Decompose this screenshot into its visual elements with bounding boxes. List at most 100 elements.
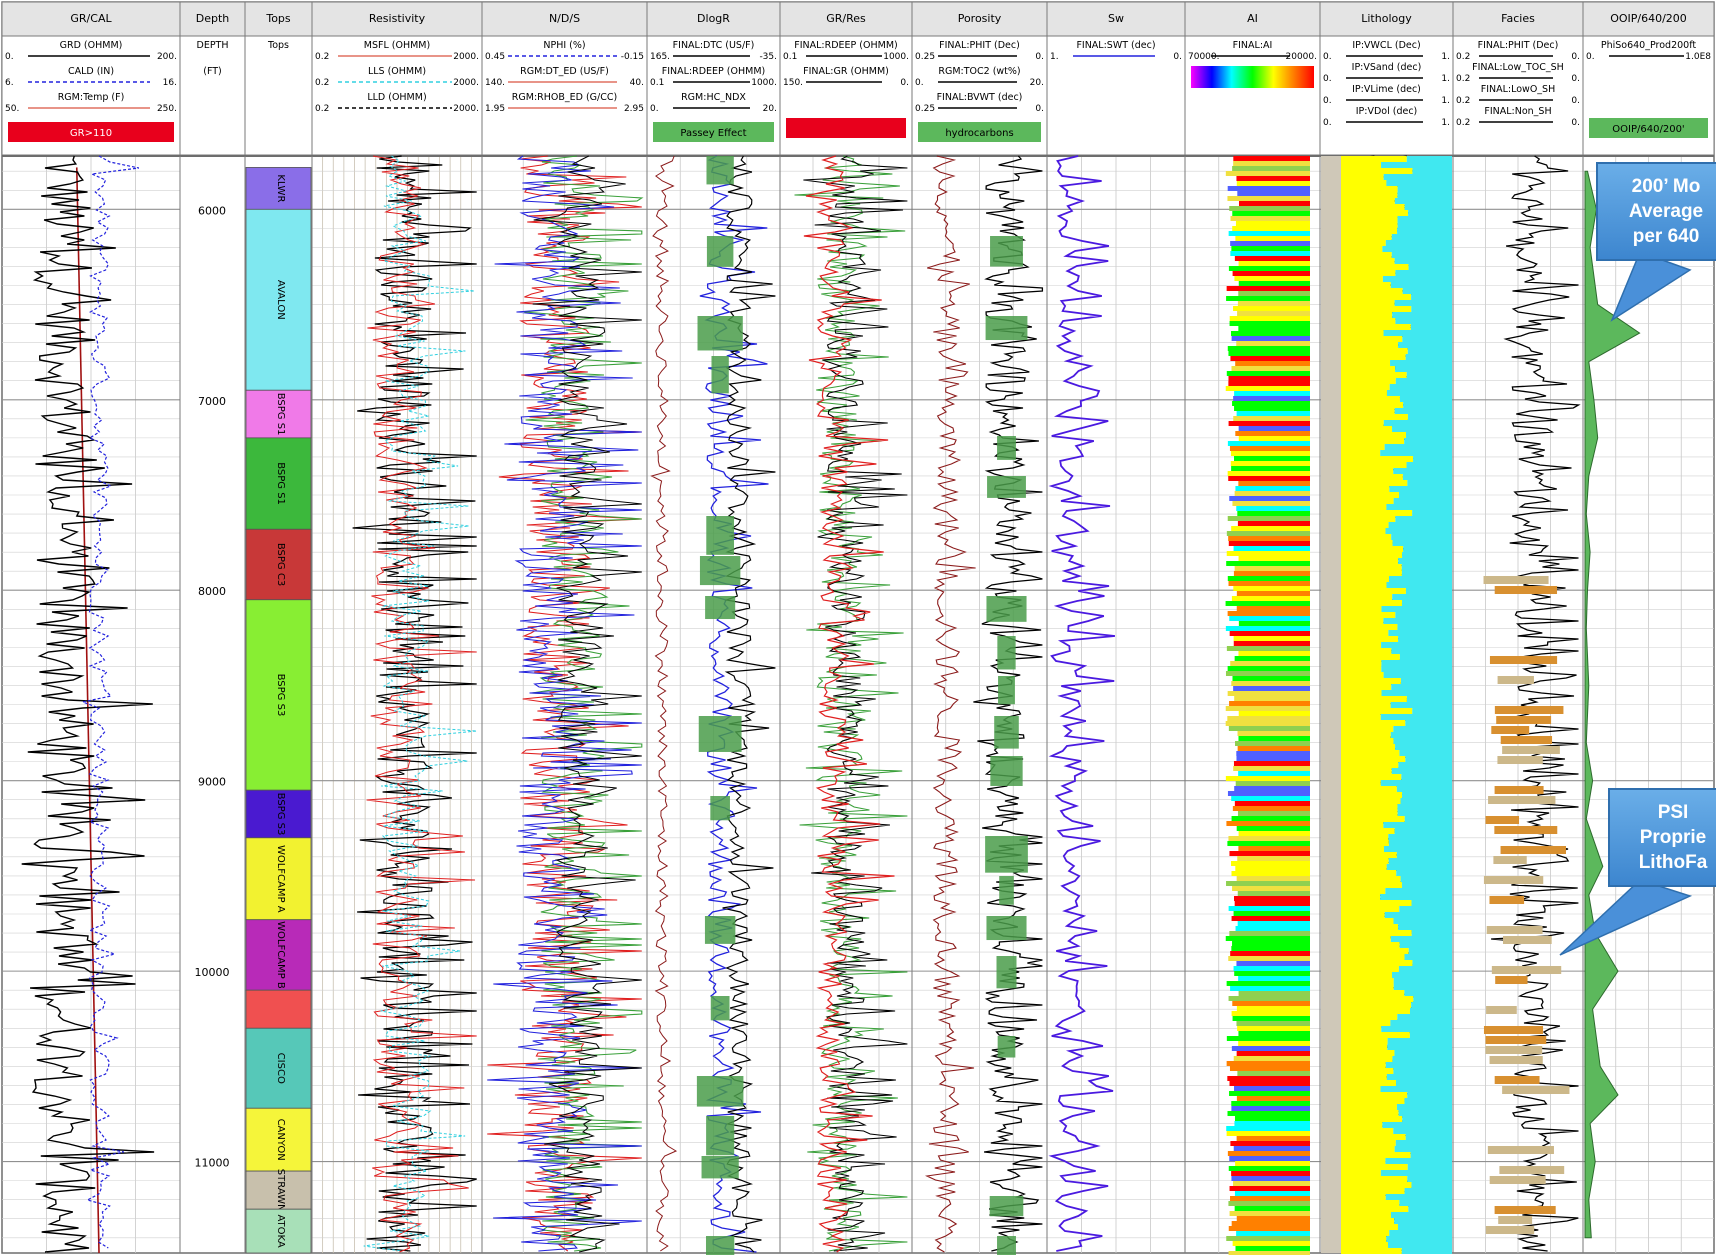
ai-band xyxy=(1233,416,1310,421)
lithology-lime xyxy=(1405,1134,1452,1140)
lithology-lime xyxy=(1394,828,1452,834)
lithology-lime xyxy=(1381,660,1452,666)
ai-band xyxy=(1235,221,1310,226)
callout-pointer xyxy=(1559,879,1693,956)
curve-min: 165. xyxy=(650,52,670,62)
ai-band xyxy=(1238,651,1310,656)
lithology-lime xyxy=(1405,588,1452,594)
ai-band xyxy=(1230,241,1310,246)
legend-badge xyxy=(786,118,906,138)
lithology-sand xyxy=(1341,612,1396,618)
formation-top-label: CANYON xyxy=(275,1119,286,1161)
ai-band xyxy=(1237,191,1310,196)
ai-band xyxy=(1238,201,1310,206)
lithology-sand xyxy=(1341,720,1406,726)
lithology-sand xyxy=(1341,564,1402,570)
lithology-lime xyxy=(1381,606,1452,612)
lithology-sand xyxy=(1341,726,1394,732)
facies-fill xyxy=(1483,576,1549,584)
lithology-lime xyxy=(1391,684,1452,690)
lithology-lime xyxy=(1401,564,1452,570)
ai-band xyxy=(1236,341,1310,346)
curve-min: 1. xyxy=(1050,52,1059,62)
lithology-sand xyxy=(1341,690,1382,696)
curve-max: 0. xyxy=(1035,52,1044,62)
ai-band xyxy=(1231,331,1310,336)
curve-name: GRD (OHMM) xyxy=(60,40,123,51)
lithology-lime xyxy=(1402,474,1452,480)
ai-band xyxy=(1232,271,1310,276)
ai-band xyxy=(1228,1251,1310,1255)
ai-band xyxy=(1226,551,1310,556)
curve-name: RGM:DT_ED (US/F) xyxy=(520,66,609,77)
lithology-lime xyxy=(1400,876,1452,882)
track-grid xyxy=(1047,156,1185,1253)
ai-band xyxy=(1228,996,1310,1001)
lithology-lime xyxy=(1399,396,1452,402)
ai-band xyxy=(1231,1046,1310,1051)
ai-band xyxy=(1233,686,1310,691)
lithology-lime xyxy=(1394,258,1452,264)
ai-band xyxy=(1225,601,1310,606)
lithology-lime xyxy=(1390,936,1452,942)
lithology-lime xyxy=(1393,1128,1452,1134)
shaded-fill xyxy=(710,996,730,1021)
ai-band xyxy=(1225,776,1310,781)
curve-name: FINAL:AI xyxy=(1233,40,1273,51)
lithology-sand xyxy=(1341,252,1392,258)
ai-band xyxy=(1238,621,1310,626)
ai-band xyxy=(1236,606,1310,611)
facies-fill xyxy=(1485,1226,1535,1234)
lithology-lime xyxy=(1397,624,1452,630)
facies-fill xyxy=(1496,716,1552,724)
ai-band xyxy=(1238,281,1310,286)
lithology-lime xyxy=(1386,1074,1452,1080)
ai-band xyxy=(1236,1096,1310,1101)
lithology-lime xyxy=(1395,270,1452,276)
lithology-lime xyxy=(1406,432,1452,438)
ai-band xyxy=(1236,751,1310,756)
curve-max: 1. xyxy=(1441,96,1450,106)
curve-max: 40. xyxy=(630,78,644,88)
ai-band xyxy=(1225,171,1310,176)
lithology-sand xyxy=(1341,948,1409,954)
ai-band xyxy=(1229,1066,1310,1071)
ai-band xyxy=(1235,741,1310,746)
ai-band xyxy=(1232,676,1310,681)
lithology-sand xyxy=(1341,684,1392,690)
ai-band xyxy=(1226,286,1310,291)
ai-band xyxy=(1227,471,1310,476)
lithology-sand xyxy=(1341,510,1413,516)
lithology-lime xyxy=(1396,1104,1452,1110)
shaded-fill xyxy=(990,756,1023,786)
ai-band xyxy=(1237,811,1310,816)
lithology-sand xyxy=(1341,966,1399,972)
ai-band xyxy=(1226,881,1310,886)
lithology-sand xyxy=(1341,408,1395,414)
shaded-fill xyxy=(997,1236,1016,1255)
facies-fill xyxy=(1495,976,1528,984)
curve-max: 0. xyxy=(1571,74,1580,84)
lithology-sand xyxy=(1341,798,1401,804)
lithology-sand xyxy=(1341,1014,1398,1020)
lithology-lime xyxy=(1402,792,1452,798)
lithology-sand xyxy=(1341,198,1395,204)
ai-bands xyxy=(1225,156,1310,1255)
ai-band xyxy=(1226,821,1310,826)
curve-name: RGM:TOC2 (wt%) xyxy=(938,66,1020,77)
callout-line: per 640 xyxy=(1632,226,1700,247)
lithology-lime xyxy=(1394,408,1452,414)
ai-band xyxy=(1226,531,1310,536)
lithology-sand xyxy=(1341,264,1409,270)
ai-band xyxy=(1234,391,1310,396)
lithology-sand xyxy=(1341,882,1402,888)
lithology-sand xyxy=(1341,390,1387,396)
log-curve xyxy=(803,155,895,1253)
lithology-sand xyxy=(1341,1026,1382,1032)
lithology-lime xyxy=(1397,1224,1452,1230)
lithology-lime xyxy=(1402,1116,1452,1122)
curve-max: -35. xyxy=(759,52,777,62)
lithology-lime xyxy=(1396,1080,1452,1086)
lithology-lime xyxy=(1407,1164,1452,1170)
ai-band xyxy=(1237,856,1310,861)
